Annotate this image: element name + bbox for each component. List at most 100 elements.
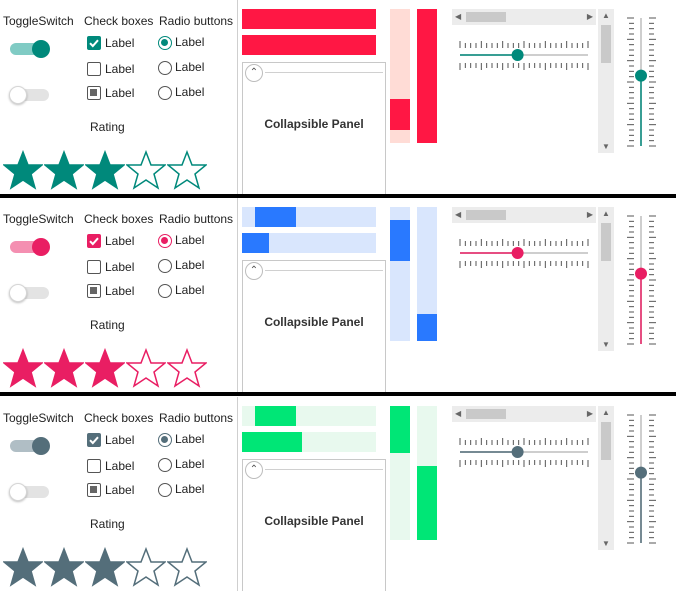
star-icon[interactable] (3, 348, 43, 388)
checkbox-checked[interactable]: Label (87, 233, 147, 249)
horizontal-progress-bar (242, 406, 376, 426)
scrollbar-thumb[interactable] (601, 223, 611, 261)
radio-unselected[interactable]: Label (158, 258, 218, 274)
star-icon[interactable] (3, 547, 43, 587)
progress-fill (242, 9, 376, 29)
checkbox-indeterminate[interactable]: Label (87, 482, 147, 498)
arrow-up-icon[interactable]: ▲ (602, 408, 610, 417)
toggle-thumb (32, 437, 50, 455)
star-icon[interactable] (126, 348, 166, 388)
vertical-slider[interactable] (622, 212, 662, 348)
star-icon[interactable] (126, 150, 166, 190)
arrow-left-icon[interactable]: ◀ (455, 12, 462, 21)
radio-unselected[interactable]: Label (158, 60, 218, 76)
vertical-slider[interactable] (622, 411, 662, 547)
checkbox-label: Label (105, 483, 135, 497)
checkmark-icon (87, 36, 101, 50)
arrow-down-icon[interactable]: ▼ (602, 340, 610, 349)
star-icon[interactable] (3, 150, 43, 190)
checkbox-unchecked[interactable]: Label (87, 259, 147, 275)
chevron-up-icon[interactable]: ⌃ (245, 461, 263, 479)
arrow-left-icon[interactable]: ◀ (455, 210, 462, 219)
progress-fill (390, 406, 410, 453)
horizontal-scrollbar[interactable]: ◀ ▶ (452, 9, 596, 25)
star-icon[interactable] (167, 547, 207, 587)
scrollbar-thumb[interactable] (601, 25, 611, 63)
collapsible-panel: ⌃ Collapsible Panel (242, 62, 386, 194)
scrollbar-thumb[interactable] (601, 422, 611, 460)
star-icon[interactable] (167, 150, 207, 190)
radio-unselected[interactable]: Label (158, 457, 218, 473)
star-icon[interactable] (44, 547, 84, 587)
checkbox-label: Label (105, 36, 135, 50)
vertical-scrollbar[interactable]: ▲ ▼ (598, 207, 614, 351)
horizontal-slider[interactable] (456, 431, 592, 471)
arrow-up-icon[interactable]: ▲ (602, 11, 610, 20)
column-separator (237, 198, 238, 392)
star-icon[interactable] (126, 547, 166, 587)
arrow-up-icon[interactable]: ▲ (602, 209, 610, 218)
radio-unselected[interactable]: Label (158, 482, 218, 498)
checkbox-checked[interactable]: Label (87, 432, 147, 448)
toggle-switch-off[interactable] (9, 481, 53, 503)
vertical-scrollbar[interactable]: ▲ ▼ (598, 9, 614, 153)
star-icon[interactable] (44, 348, 84, 388)
star-icon[interactable] (167, 348, 207, 388)
radio-unselected[interactable]: Label (158, 283, 218, 299)
check-boxes-heading: Check boxes (84, 411, 154, 425)
horizontal-scrollbar[interactable]: ◀ ▶ (452, 406, 596, 422)
arrow-right-icon[interactable]: ▶ (586, 12, 593, 21)
checkbox-unchecked[interactable]: Label (87, 61, 147, 77)
vertical-progress-bar (417, 406, 437, 540)
checkbox-indeterminate[interactable]: Label (87, 85, 147, 101)
toggle-switch-on[interactable] (10, 435, 54, 457)
radio-unselected[interactable]: Label (158, 85, 218, 101)
arrow-down-icon[interactable]: ▼ (602, 539, 610, 548)
scrollbar-thumb[interactable] (466, 210, 506, 220)
arrow-left-icon[interactable]: ◀ (455, 409, 462, 418)
scrollbar-thumb[interactable] (466, 12, 506, 22)
column-separator (237, 0, 238, 194)
vertical-scrollbar[interactable]: ▲ ▼ (598, 406, 614, 550)
horizontal-slider[interactable] (456, 34, 592, 74)
radio-selected[interactable]: Label (158, 233, 218, 249)
radio-buttons-heading: Radio buttons (159, 14, 234, 28)
chevron-up-icon[interactable]: ⌃ (245, 64, 263, 82)
rating-stars[interactable] (0, 545, 220, 589)
arrow-right-icon[interactable]: ▶ (586, 409, 593, 418)
toggle-switch-off[interactable] (9, 282, 53, 304)
checkbox-indeterminate[interactable]: Label (87, 283, 147, 299)
toggle-switch-off[interactable] (9, 84, 53, 106)
horizontal-scrollbar[interactable]: ◀ ▶ (452, 207, 596, 223)
arrow-right-icon[interactable]: ▶ (586, 210, 593, 219)
checkbox-label: Label (105, 260, 135, 274)
star-icon[interactable] (85, 547, 125, 587)
star-icon[interactable] (85, 150, 125, 190)
radio-selected[interactable]: Label (158, 35, 218, 51)
checkmark-icon (87, 433, 101, 447)
vertical-slider[interactable] (622, 14, 662, 150)
star-icon[interactable] (44, 150, 84, 190)
rating-stars[interactable] (0, 148, 220, 192)
checkbox-unchecked[interactable]: Label (87, 458, 147, 474)
horizontal-slider[interactable] (456, 232, 592, 272)
progress-fill (255, 207, 296, 227)
divider (0, 194, 676, 198)
rating-stars[interactable] (0, 346, 220, 390)
chevron-up-icon[interactable]: ⌃ (245, 262, 263, 280)
arrow-down-icon[interactable]: ▼ (602, 142, 610, 151)
scrollbar-thumb[interactable] (466, 409, 506, 419)
toggle-switch-on[interactable] (10, 236, 54, 258)
toggle-switch-on[interactable] (10, 38, 54, 60)
radio-selected[interactable]: Label (158, 432, 218, 448)
indeterminate-icon (87, 483, 101, 497)
vertical-progress-bar (390, 207, 410, 341)
progress-fill (242, 233, 269, 253)
toggle-thumb (32, 40, 50, 58)
horizontal-progress-bar (242, 35, 376, 55)
star-icon[interactable] (85, 348, 125, 388)
radio-circle (158, 61, 172, 75)
radio-buttons-heading: Radio buttons (159, 212, 234, 226)
radio-circle (158, 86, 172, 100)
checkbox-checked[interactable]: Label (87, 35, 147, 51)
